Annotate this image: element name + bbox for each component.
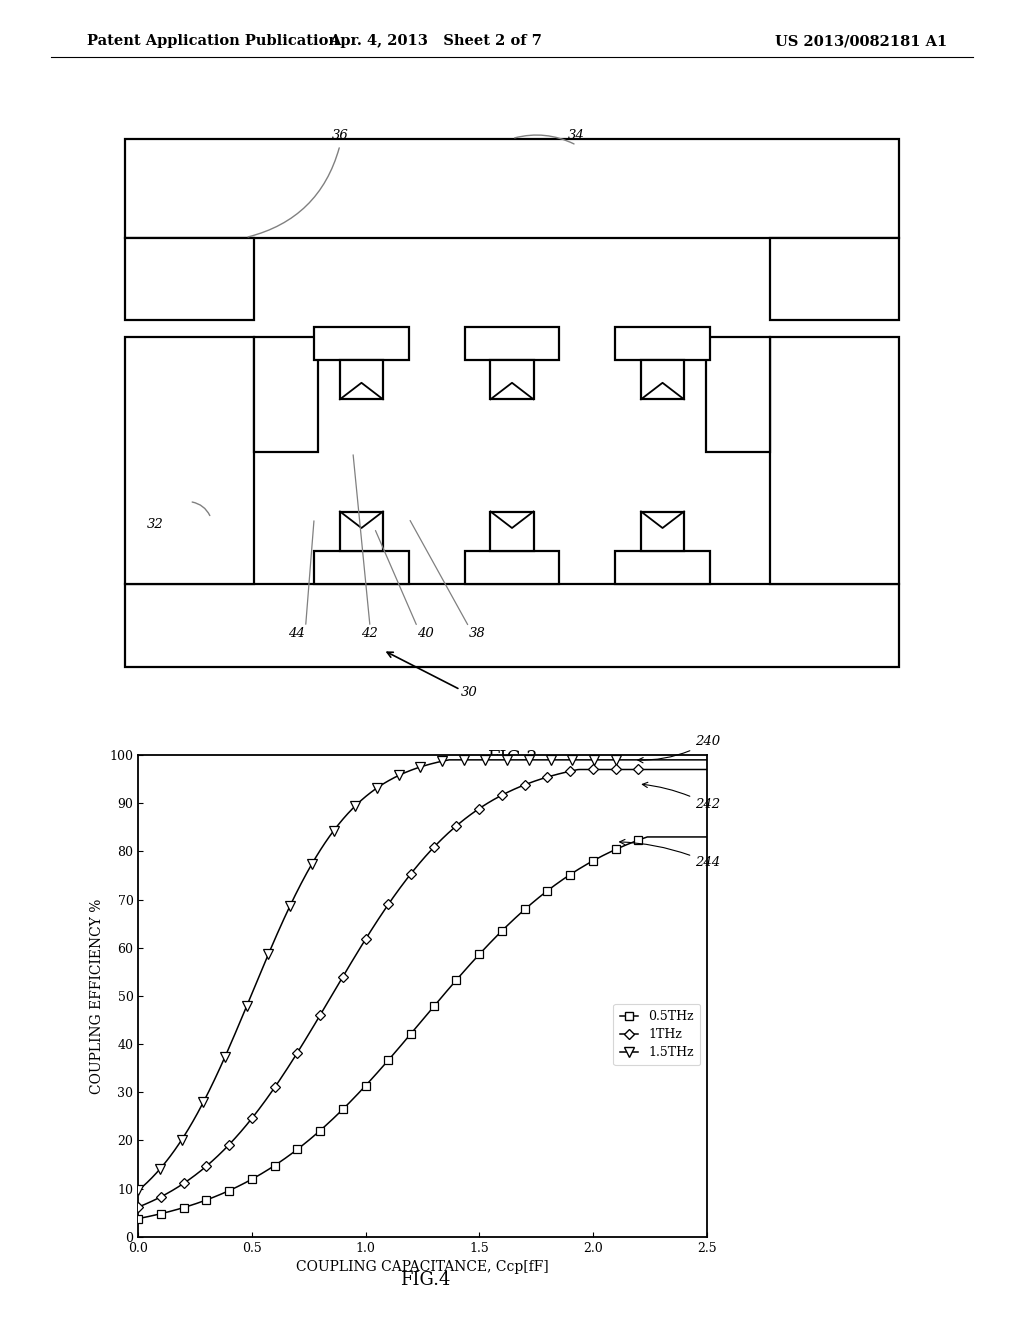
Bar <box>314 327 409 360</box>
Bar <box>125 238 254 321</box>
Bar <box>706 337 770 453</box>
Text: 40: 40 <box>418 627 434 640</box>
Text: 42: 42 <box>361 627 378 640</box>
Text: 44: 44 <box>289 627 305 640</box>
Bar <box>490 511 534 552</box>
Bar <box>254 337 318 453</box>
Legend: 0.5THz, 1THz, 1.5THz: 0.5THz, 1THz, 1.5THz <box>613 1003 700 1065</box>
Text: 240: 240 <box>638 735 720 763</box>
Text: 38: 38 <box>469 627 485 640</box>
Bar <box>615 327 710 360</box>
Text: US 2013/0082181 A1: US 2013/0082181 A1 <box>775 34 947 49</box>
Bar <box>340 511 383 552</box>
Bar <box>125 583 899 667</box>
Text: FIG.3: FIG.3 <box>486 750 538 768</box>
Bar <box>125 337 254 583</box>
Bar <box>641 360 684 400</box>
Bar <box>641 511 684 552</box>
Text: 30: 30 <box>461 686 477 700</box>
X-axis label: COUPLING CAPACITANCE, Ccp[fF]: COUPLING CAPACITANCE, Ccp[fF] <box>296 1261 549 1274</box>
Text: 32: 32 <box>146 517 163 531</box>
Text: 244: 244 <box>620 840 720 869</box>
Y-axis label: COUPLING EFFICIENCY %: COUPLING EFFICIENCY % <box>90 898 103 1094</box>
Text: Patent Application Publication: Patent Application Publication <box>87 34 339 49</box>
Bar <box>465 552 559 583</box>
Bar <box>314 552 409 583</box>
Text: FIG.4: FIG.4 <box>399 1271 451 1290</box>
Bar <box>465 327 559 360</box>
Bar <box>490 360 534 400</box>
Bar <box>340 360 383 400</box>
Bar <box>770 337 899 583</box>
Bar <box>125 139 899 238</box>
Text: 36: 36 <box>332 128 348 141</box>
Text: 34: 34 <box>568 128 585 141</box>
Text: Apr. 4, 2013   Sheet 2 of 7: Apr. 4, 2013 Sheet 2 of 7 <box>329 34 542 49</box>
Text: 242: 242 <box>642 783 720 810</box>
Bar <box>770 238 899 321</box>
Bar <box>615 552 710 583</box>
